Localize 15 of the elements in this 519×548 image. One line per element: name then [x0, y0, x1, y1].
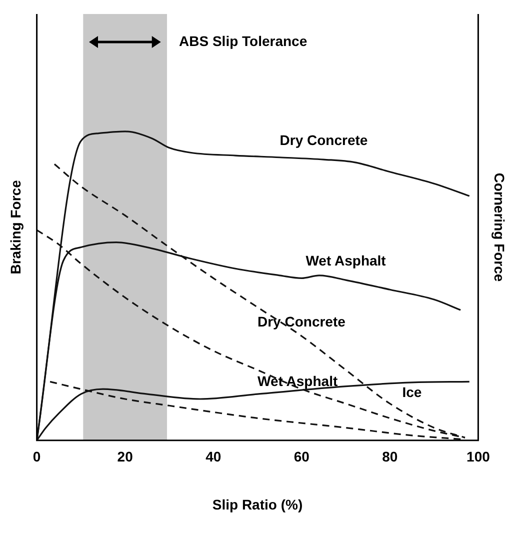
series-label: Dry Concrete — [280, 132, 368, 148]
series-label: Wet Asphalt — [258, 373, 338, 390]
series-label: Wet Asphalt — [306, 252, 386, 268]
x-tick-label: 60 — [294, 448, 310, 465]
y2-axis-title: Cornering Force — [492, 172, 508, 282]
x-tick-label: 20 — [117, 448, 134, 465]
series-label: Ice — [402, 384, 422, 400]
x-tick-label: 40 — [206, 448, 222, 465]
x-tick-label: 0 — [32, 448, 41, 465]
x-tick-label: 100 — [466, 448, 490, 465]
band-label: ABS Slip Tolerance — [179, 32, 308, 49]
x-axis-title: Slip Ratio (%) — [212, 496, 303, 512]
series-label: Dry Concrete — [258, 314, 346, 330]
y-axis-title: Braking Force — [7, 180, 24, 274]
x-tick-label: 80 — [382, 448, 398, 465]
